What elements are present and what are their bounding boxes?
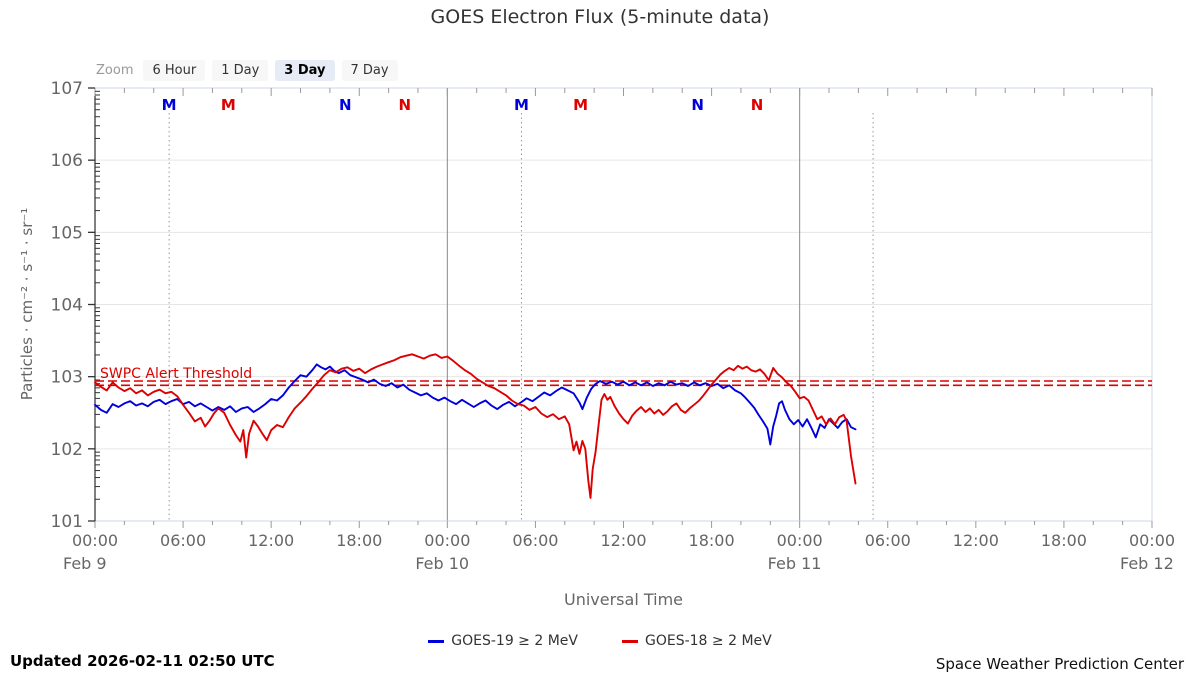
y-tick-label: 102 bbox=[51, 440, 83, 460]
y-axis-title: Particles · cm⁻² · s⁻¹ · sr⁻¹ bbox=[18, 208, 36, 401]
x-tick-label: 06:00 bbox=[512, 531, 558, 550]
satellite-marker-n: N bbox=[691, 96, 704, 114]
satellite-marker-m: M bbox=[162, 96, 177, 114]
zoom-button-6-hour[interactable]: 6 Hour bbox=[143, 60, 206, 81]
x-tick-label: 00:00 bbox=[72, 531, 118, 550]
x-tick-label: 18:00 bbox=[689, 531, 735, 550]
x-tick-label: 18:00 bbox=[336, 531, 382, 550]
zoom-button-3-day[interactable]: 3 Day bbox=[275, 60, 335, 81]
y-tick-label: 107 bbox=[51, 79, 83, 99]
satellite-marker-m: M bbox=[573, 96, 588, 114]
chart-legend: GOES-19 ≥ 2 MeV GOES-18 ≥ 2 MeV bbox=[0, 633, 1200, 649]
x-date-label: Feb 10 bbox=[415, 554, 469, 573]
x-tick-label: 00:00 bbox=[424, 531, 470, 550]
x-tick-label: 00:00 bbox=[777, 531, 823, 550]
legend-swatch bbox=[622, 639, 638, 643]
satellite-marker-n: N bbox=[751, 96, 764, 114]
page-title: GOES Electron Flux (5-minute data) bbox=[430, 6, 770, 28]
x-tick-label: 12:00 bbox=[248, 531, 294, 550]
series-goes-18 bbox=[94, 353, 857, 499]
x-tick-label: 12:00 bbox=[600, 531, 646, 550]
x-tick-label: 12:00 bbox=[953, 531, 999, 550]
plot-area[interactable] bbox=[95, 88, 1152, 521]
y-tick-label: 101 bbox=[51, 512, 83, 532]
zoom-toolbar-label: Zoom bbox=[96, 63, 134, 78]
legend-label: GOES-18 ≥ 2 MeV bbox=[645, 633, 772, 649]
x-date-label: Feb 12 bbox=[1120, 554, 1174, 573]
y-tick-label: 105 bbox=[51, 223, 83, 243]
chart-svg: Particles · cm⁻² · s⁻¹ · sr⁻¹ 107 106 105 1… bbox=[18, 79, 1175, 573]
x-tick-label: 18:00 bbox=[1041, 531, 1087, 550]
x-tick-label: 06:00 bbox=[160, 531, 206, 550]
x-tick-label: 06:00 bbox=[865, 531, 911, 550]
x-date-label: Feb 9 bbox=[63, 554, 107, 573]
x-tick-label: 00:00 bbox=[1129, 531, 1175, 550]
satellite-marker-m: M bbox=[514, 96, 529, 114]
zoom-button-1-day[interactable]: 1 Day bbox=[212, 60, 269, 81]
credit-text: Space Weather Prediction Center bbox=[935, 655, 1184, 673]
zoom-buttons-group: 6 Hour 1 Day 3 Day 7 Day bbox=[143, 60, 398, 81]
x-axis-title: Universal Time bbox=[563, 590, 683, 609]
satellite-marker-n: N bbox=[398, 96, 411, 114]
zoom-button-7-day[interactable]: 7 Day bbox=[341, 60, 398, 81]
y-tick-label: 106 bbox=[51, 151, 83, 171]
legend-item[interactable]: GOES-19 ≥ 2 MeV bbox=[428, 633, 578, 649]
y-tick-label: 103 bbox=[51, 368, 83, 388]
legend-item[interactable]: GOES-18 ≥ 2 MeV bbox=[622, 633, 772, 649]
y-tick-label: 104 bbox=[51, 296, 83, 316]
satellite-marker-m: M bbox=[221, 96, 236, 114]
legend-swatch bbox=[428, 639, 445, 643]
updated-timestamp: Updated 2026-02-11 02:50 UTC bbox=[10, 652, 275, 670]
legend-label: GOES-19 ≥ 2 MeV bbox=[451, 633, 578, 649]
x-date-label: Feb 11 bbox=[768, 554, 822, 573]
threshold-label: SWPC Alert Threshold bbox=[100, 366, 252, 382]
zoom-toolbar: Zoom 6 Hour 1 Day 3 Day 7 Day bbox=[96, 60, 398, 81]
satellite-marker-n: N bbox=[339, 96, 352, 114]
series-goes-19 bbox=[94, 363, 857, 446]
